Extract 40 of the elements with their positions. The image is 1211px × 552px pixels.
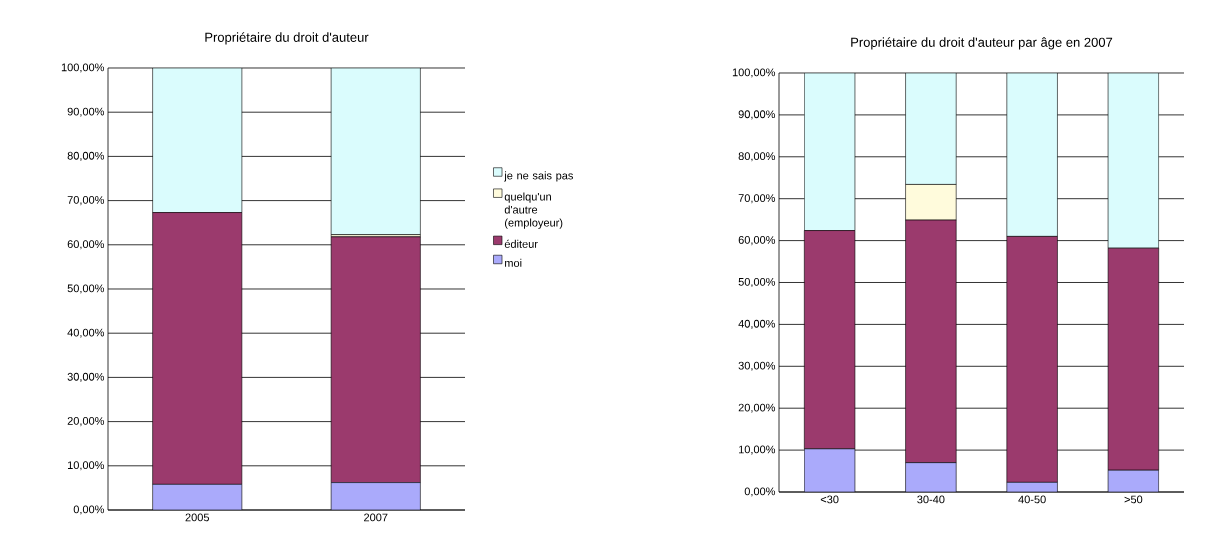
x-tick-label: >50	[1124, 495, 1143, 504]
bar	[330, 68, 421, 235]
y-tick-label: 30,00%	[738, 361, 776, 371]
y-tick-label: 40,00%	[67, 328, 105, 338]
y-tick-label: 70,00%	[67, 196, 105, 206]
y-tick-label: 80,00%	[738, 152, 776, 162]
legend-label: quelqu'un d'autre (employeur)	[504, 192, 563, 229]
y-tick-label: 90,00%	[738, 110, 776, 120]
chart-title: Propriétaire du droit d'auteur	[205, 32, 369, 45]
y-tick-label: 20,00%	[738, 403, 776, 413]
y-tick-label: 50,00%	[67, 284, 105, 294]
bar	[152, 68, 243, 213]
y-tick-label: 10,00%	[67, 461, 105, 471]
y-tick-label: 80,00%	[67, 151, 105, 161]
legend-label: je ne sais pas	[504, 171, 573, 182]
bar	[152, 484, 243, 510]
y-tick-label: 40,00%	[738, 319, 776, 329]
x-tick-label: 30-40	[917, 495, 945, 504]
y-tick-label: 0,00%	[744, 487, 776, 497]
y-tick-label: 0,00%	[73, 505, 105, 515]
x-tick-label: 40-50	[1018, 495, 1046, 504]
y-tick-label: 60,00%	[67, 240, 105, 250]
y-tick-label: 50,00%	[738, 277, 776, 288]
legend-label: moi	[505, 258, 522, 267]
y-tick-label: 100,00%	[61, 63, 105, 73]
legend-label: éditeur	[504, 239, 538, 248]
x-tick-label: 2005	[185, 513, 210, 522]
y-tick-label: 100,00%	[732, 68, 776, 78]
bar	[330, 482, 421, 510]
y-tick-label: 70,00%	[738, 194, 776, 204]
y-tick-label: 20,00%	[67, 417, 105, 427]
x-tick-label: 2007	[364, 513, 388, 522]
bar	[905, 462, 957, 492]
y-tick-label: 90,00%	[67, 107, 105, 117]
chart-title: Propriétaire du droit d'auteur par âge en 2007	[851, 37, 1113, 50]
bar	[804, 448, 856, 492]
y-tick-label: 10,00%	[739, 445, 776, 455]
x-tick-label: <30	[820, 495, 839, 504]
y-tick-label: 60,00%	[738, 236, 776, 246]
y-tick-label: 30,00%	[67, 372, 105, 382]
